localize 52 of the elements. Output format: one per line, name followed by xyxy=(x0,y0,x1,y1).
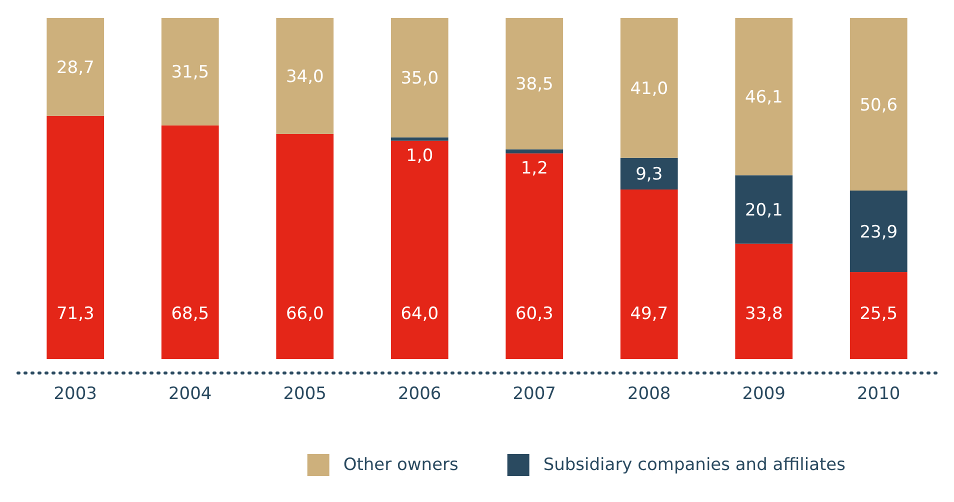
x-tick-label: 2009 xyxy=(742,384,786,404)
x-tick-label: 2007 xyxy=(512,384,556,404)
bar xyxy=(735,244,793,359)
data-label: 38,5 xyxy=(515,74,554,95)
data-label: 23,9 xyxy=(860,222,898,242)
bar xyxy=(390,137,448,141)
legend-label: Other owners xyxy=(343,455,459,475)
data-label: 64,0 xyxy=(400,304,439,324)
legend-label: Subsidiary companies and affiliates xyxy=(543,455,846,475)
bar xyxy=(620,190,678,359)
data-label: 71,3 xyxy=(56,304,94,324)
x-tick-label: 2005 xyxy=(283,384,327,404)
bar xyxy=(506,18,564,150)
data-label: 1,0 xyxy=(406,146,434,166)
bar xyxy=(620,158,678,190)
data-label: 41,0 xyxy=(630,78,668,99)
bar xyxy=(620,18,678,158)
x-tick-label: 2008 xyxy=(627,384,671,404)
data-label: 46,1 xyxy=(744,88,783,108)
data-label: 49,7 xyxy=(630,304,668,324)
bar xyxy=(850,272,908,359)
bar xyxy=(850,18,908,191)
x-tick-label: 2010 xyxy=(856,384,900,404)
bar xyxy=(506,153,564,359)
data-label: 60,3 xyxy=(515,304,554,324)
bar xyxy=(506,149,564,154)
bar xyxy=(46,116,104,359)
data-label: 1,2 xyxy=(520,158,548,178)
bar xyxy=(161,18,219,126)
bar xyxy=(390,140,448,359)
bar xyxy=(390,18,448,138)
bar xyxy=(276,18,334,134)
data-label: 20,1 xyxy=(744,200,783,220)
data-label: 9,3 xyxy=(636,164,663,185)
bar xyxy=(735,18,793,176)
data-label: 68,5 xyxy=(171,304,210,324)
bar xyxy=(46,18,104,116)
bar xyxy=(276,134,334,359)
bar xyxy=(850,190,908,272)
x-tick-label: 2006 xyxy=(398,384,442,404)
data-label: 34,0 xyxy=(286,66,324,87)
x-tick-label: 2004 xyxy=(168,384,212,404)
bar xyxy=(161,125,219,359)
bar xyxy=(735,175,793,244)
data-label: 31,5 xyxy=(171,62,210,83)
data-label: 25,5 xyxy=(860,304,898,324)
data-label: 50,6 xyxy=(860,95,898,116)
x-tick-label: 2003 xyxy=(54,384,98,404)
data-label: 66,0 xyxy=(286,304,324,324)
data-label: 35,0 xyxy=(400,68,439,89)
data-label: 28,7 xyxy=(56,58,94,78)
data-label: 33,8 xyxy=(744,304,783,324)
